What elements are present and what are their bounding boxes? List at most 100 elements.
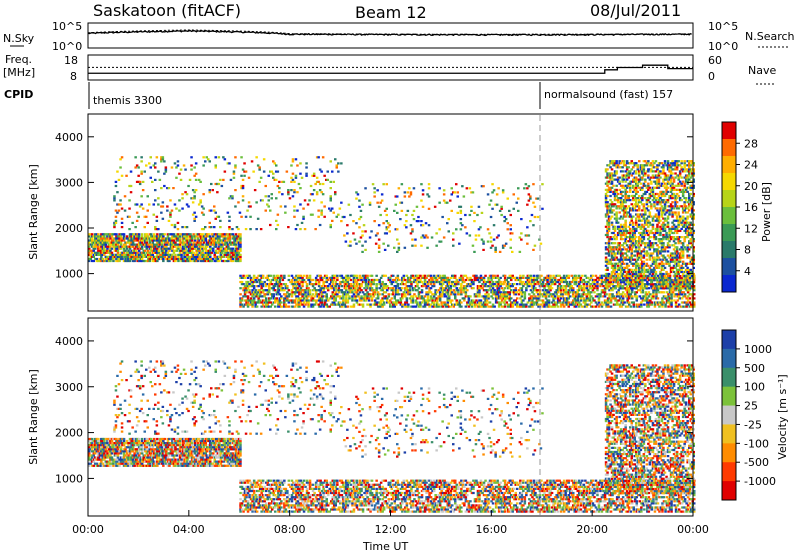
power-cell	[346, 285, 350, 288]
power-cell	[454, 303, 457, 306]
power-cell	[346, 278, 350, 282]
power-cell	[677, 291, 681, 294]
power-cell	[423, 278, 427, 282]
power-cell	[513, 276, 516, 279]
power-cell	[115, 253, 118, 256]
power-cell	[546, 285, 549, 288]
power-cell	[475, 295, 478, 298]
power-cell	[136, 235, 139, 238]
power-cell	[327, 305, 330, 308]
power-cell	[641, 279, 644, 282]
power-cell	[240, 280, 244, 284]
power-cell	[440, 305, 443, 308]
power-cell	[386, 285, 389, 288]
power-cell	[345, 299, 348, 302]
power-cell	[239, 239, 242, 242]
power-cell	[219, 243, 223, 246]
power-cell	[470, 287, 474, 290]
power-cell	[396, 291, 400, 294]
power-cell	[313, 287, 316, 290]
power-cell	[635, 291, 638, 294]
power-cell	[140, 253, 144, 256]
power-cell	[139, 239, 142, 242]
power-cell	[610, 180, 614, 183]
power-cell	[343, 280, 347, 284]
power-cell	[434, 280, 437, 284]
power-cell	[346, 280, 350, 284]
power-cell	[404, 283, 407, 286]
power-cell	[642, 160, 646, 163]
power-cell	[198, 243, 201, 246]
power-cell	[618, 248, 621, 251]
power-cell	[478, 287, 481, 290]
power-cell	[632, 221, 635, 224]
power-cell	[460, 293, 463, 296]
power-cell	[604, 246, 608, 249]
power-cell	[239, 257, 242, 261]
power-cell	[508, 276, 511, 279]
power-cell	[609, 203, 612, 206]
power-cell	[632, 244, 635, 247]
power-cell	[644, 297, 648, 300]
power-cell	[157, 235, 161, 238]
power-cell	[635, 266, 638, 269]
power-cell	[171, 245, 174, 248]
power-cell	[272, 274, 275, 277]
power-cell	[519, 287, 522, 290]
power-cell	[625, 213, 629, 216]
power-cell	[457, 303, 460, 306]
power-cell	[169, 255, 173, 258]
power-cell	[648, 213, 652, 216]
power-cell	[172, 255, 176, 258]
power-cell	[213, 241, 216, 244]
power-cell	[541, 301, 545, 304]
power-cell	[620, 301, 623, 304]
power-cell	[396, 285, 400, 288]
power-cell	[670, 295, 673, 298]
power-cell	[636, 166, 639, 169]
power-cell	[140, 247, 144, 250]
power-cell	[449, 285, 452, 288]
power-cell	[354, 291, 357, 294]
power-cell	[215, 249, 218, 252]
power-cell	[606, 194, 609, 198]
power-cell	[670, 305, 673, 308]
power-cell	[313, 295, 316, 298]
power-cell	[396, 276, 400, 279]
power-cell	[325, 305, 328, 308]
power-cell	[656, 248, 659, 251]
power-cell	[192, 245, 195, 248]
power-cell	[451, 299, 454, 302]
power-cell	[190, 249, 194, 252]
power-cell	[587, 280, 590, 284]
power-cell	[653, 305, 657, 308]
power-cell	[299, 289, 303, 292]
power-cell	[624, 180, 627, 183]
power-cell	[651, 287, 655, 290]
power-cell	[410, 276, 413, 279]
power-cell	[625, 281, 629, 284]
power-cell	[543, 287, 546, 290]
power-cell	[227, 253, 230, 256]
power-cell	[320, 287, 324, 290]
power-cell	[654, 236, 658, 239]
power-cell	[612, 295, 616, 298]
power-cell	[559, 305, 563, 308]
power-cell	[92, 235, 95, 238]
power-cell	[610, 262, 614, 265]
power-cell	[613, 277, 617, 280]
power-cell	[233, 251, 236, 254]
power-cell	[171, 235, 174, 238]
power-cell	[372, 283, 375, 286]
power-cell	[618, 211, 621, 214]
power-cell	[239, 259, 242, 263]
power-cell	[613, 258, 617, 261]
power-cell	[139, 257, 142, 261]
power-cell	[369, 285, 372, 288]
power-cell	[186, 235, 189, 238]
power-cell	[378, 287, 381, 290]
power-cell	[651, 262, 655, 265]
power-cell	[168, 239, 171, 242]
power-cell	[482, 301, 486, 304]
power-cell	[682, 295, 685, 298]
